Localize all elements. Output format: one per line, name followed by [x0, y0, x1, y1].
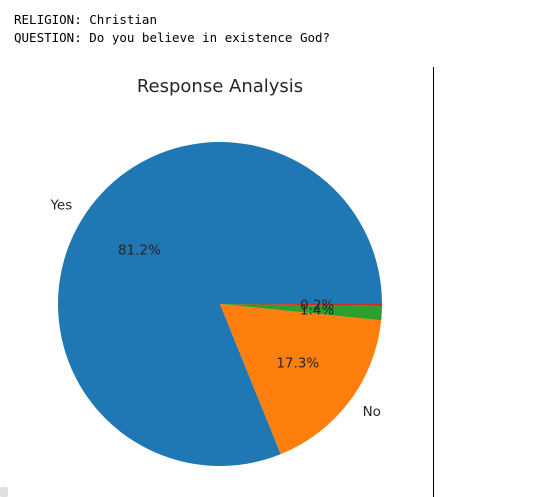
pct-label-2: 1.4% — [300, 302, 334, 318]
scroll-handle[interactable] — [0, 487, 8, 497]
pct-label-1: 17.3% — [276, 355, 319, 371]
chart-title: Response Analysis — [137, 76, 303, 97]
cell-divider — [433, 67, 434, 497]
category-label-yes: Yes — [49, 197, 72, 213]
console-output: RELIGION: Christian QUESTION: Do you beli… — [14, 11, 330, 47]
category-label-no: No — [363, 404, 381, 420]
pie-slice-slice-3 — [220, 304, 382, 307]
pie-slices — [58, 141, 382, 467]
pie-slice-slice-2 — [220, 304, 382, 321]
pie-labels: 81.2% Yes 17.3% No 1.4%0.2% — [49, 197, 380, 420]
question-line: QUESTION: Do you believe in existence Go… — [14, 30, 331, 45]
pct-label-0: 81.2% — [118, 243, 161, 259]
religion-line: RELIGION: Christian — [14, 12, 157, 27]
pie-slice-no — [220, 304, 382, 455]
pct-label-3: 0.2% — [300, 298, 334, 314]
